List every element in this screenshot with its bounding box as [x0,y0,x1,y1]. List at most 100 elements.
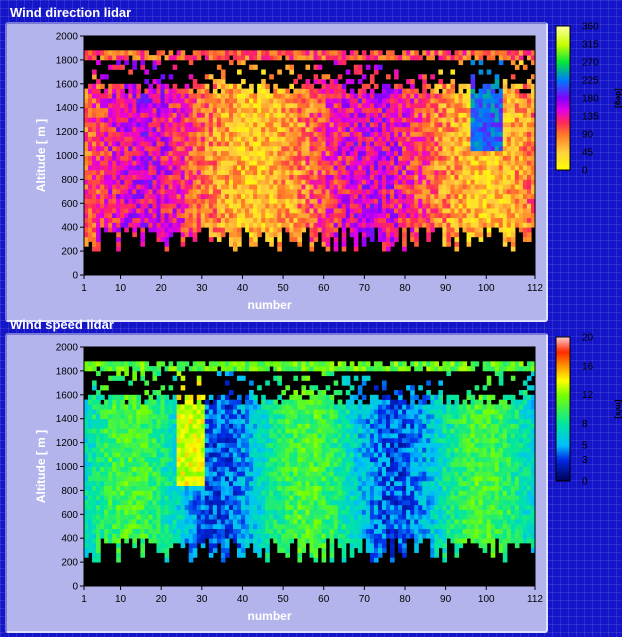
heatmap-cell [124,145,129,152]
heatmap-cell [92,466,97,472]
heatmap-cell [373,169,379,176]
heatmap-cell [176,169,182,176]
heatmap-cell [152,122,158,128]
heatmap-cell [309,174,315,180]
heatmap-cell [373,155,379,161]
heatmap-cell [96,122,101,128]
heatmap-cell [450,155,456,161]
heatmap-cell [164,542,170,549]
heatmap-cell [152,423,158,429]
heatmap-cell [353,169,359,176]
heatmap-cell [418,179,423,185]
heatmap-cell [152,212,158,219]
heatmap-cell [164,165,170,171]
colorbar-segment [556,86,570,89]
heatmap-cell [92,198,97,204]
heatmap-cell [108,107,113,113]
heatmap-cell [430,107,435,113]
heatmap-cell [402,217,407,223]
heatmap-cell [96,102,101,109]
heatmap-cell [329,165,335,171]
heatmap-cell [390,107,395,113]
heatmap-cell [208,122,214,128]
heatmap-cell [184,418,190,424]
heatmap-cell [228,160,234,166]
heatmap-cell [426,222,431,228]
heatmap-cell [478,93,484,99]
heatmap-cell [277,222,282,228]
heatmap-cell [398,198,403,204]
heatmap-cell [402,198,407,204]
heatmap-cell [442,188,448,195]
heatmap-cell [164,212,170,219]
heatmap-cell [140,409,146,415]
heatmap-cell [253,122,258,128]
heatmap-cell [369,126,375,132]
heatmap-cell [88,222,93,228]
heatmap-cell [172,198,178,204]
heatmap-cell [160,222,166,228]
heatmap-cell [108,442,113,448]
heatmap-cell [381,241,387,247]
heatmap-cell [200,165,206,171]
colorbar-segment [556,90,570,93]
heatmap-cell [104,361,109,367]
heatmap-cell [200,122,206,128]
heatmap-cell [112,145,117,152]
heatmap-cell [329,169,335,176]
heatmap-cell [148,461,154,467]
heatmap-cell [96,98,101,104]
heatmap-cell [164,490,170,496]
colorbar-segment [556,74,570,77]
heatmap-cell [224,131,230,137]
heatmap-cell [92,423,97,429]
heatmap-cell [196,169,202,176]
heatmap-cell [422,141,427,147]
heatmap-cell [237,212,242,219]
heatmap-cell [112,428,117,434]
heatmap-cell [353,64,359,70]
heatmap-cell [426,227,431,233]
heatmap-cell [160,50,166,56]
heatmap-cell [188,557,194,563]
heatmap-cell [156,413,162,420]
heatmap-cell [309,145,315,152]
heatmap-cell [96,433,101,439]
heatmap-cell [192,485,198,491]
heatmap-cell [241,98,246,104]
heatmap-cell [140,404,146,410]
heatmap-cell [116,361,121,367]
heatmap-cell [285,136,290,142]
heatmap-cell [168,433,174,439]
heatmap-cell [208,102,214,109]
heatmap-cell [168,112,174,118]
heatmap-cell [156,452,162,458]
heatmap-cell [112,509,117,515]
heatmap-cell [116,59,121,66]
heatmap-cell [249,98,254,104]
heatmap-cell [381,217,387,223]
heatmap-cell [144,485,150,491]
heatmap-cell [172,217,178,223]
heatmap-cell [249,122,254,128]
heatmap-cell [172,102,178,109]
heatmap-cell [128,495,133,501]
heatmap-cell [237,55,242,61]
heatmap-cell [156,126,162,132]
heatmap-cell [88,208,93,214]
heatmap-cell [470,169,476,176]
heatmap-cell [120,102,125,109]
heatmap-cell [498,160,504,166]
heatmap-cell [373,212,379,219]
heatmap-cell [478,179,484,185]
heatmap-cell [96,423,101,429]
heatmap-cell [394,117,399,123]
heatmap-cell [164,509,170,515]
heatmap-cell [402,169,407,176]
heatmap-cell [132,169,137,176]
heatmap-cell [333,184,339,190]
heatmap-cell [104,141,109,147]
heatmap-cell [84,141,89,147]
heatmap-cell [418,222,423,228]
heatmap-cell [128,102,133,109]
